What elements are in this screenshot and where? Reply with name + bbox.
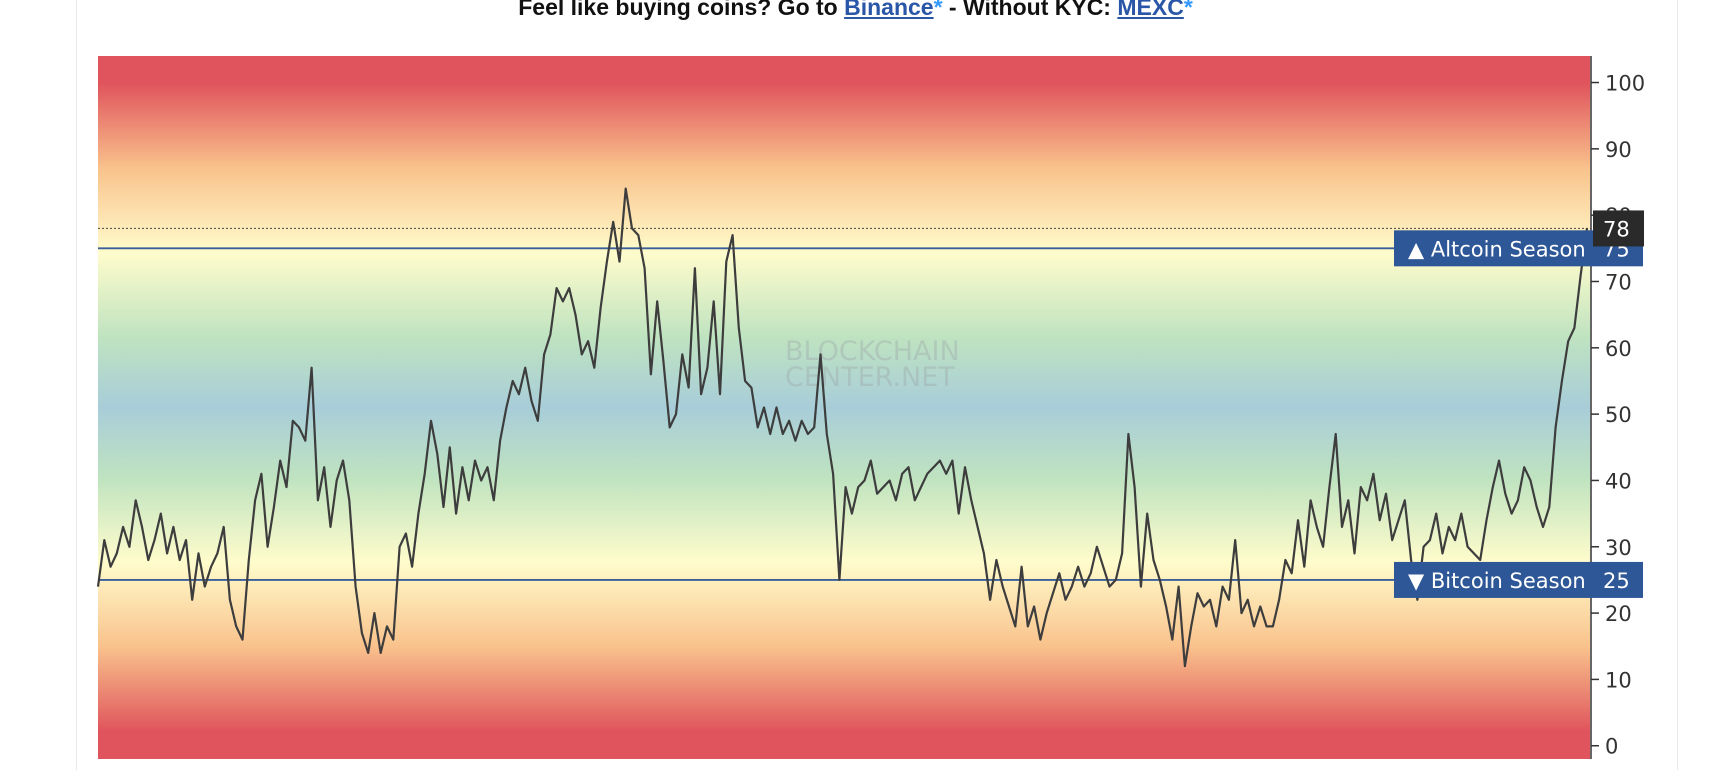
binance-star: * <box>933 0 943 20</box>
y-tick-label: 60 <box>1605 337 1632 361</box>
watermark-line1: BLOCKCHAIN <box>785 336 960 367</box>
watermark-line2: CENTER.NET <box>785 362 955 393</box>
threshold-tag-label: ▲ Altcoin Season <box>1408 237 1586 261</box>
y-tick-label: 50 <box>1605 403 1632 427</box>
y-tick-label: 100 <box>1605 72 1645 96</box>
plot-background <box>98 56 1590 759</box>
threshold-lines <box>98 247 1591 581</box>
y-tick-label: 70 <box>1605 270 1632 294</box>
y-tick-label: 30 <box>1605 536 1632 560</box>
current-value-label: 78 <box>1603 217 1630 241</box>
threshold-tag-label: ▼ Bitcoin Season <box>1408 569 1586 593</box>
series-line <box>96 187 1589 668</box>
y-tick-label: 40 <box>1605 469 1632 493</box>
y-tick-label: 20 <box>1605 602 1632 626</box>
y-axis-ticks: 0102030405060708090100 <box>1591 72 1645 759</box>
y-tick-label: 0 <box>1605 735 1618 759</box>
current-value-tag: 78 <box>1593 210 1644 247</box>
y-tick-label: 90 <box>1605 138 1632 162</box>
threshold-tag-bg <box>1394 561 1643 598</box>
current-value-tag-bg <box>1593 210 1644 247</box>
mexc-star: * <box>1183 0 1193 20</box>
mexc-link[interactable]: MEXC <box>1117 0 1184 20</box>
watermark: BLOCKCHAIN CENTER.NET <box>785 336 960 393</box>
threshold-tag-value: 25 <box>1603 569 1630 593</box>
promo-headline: Feel like buying coins? Go to Binance* -… <box>0 0 1711 21</box>
promo-middle: - Without KYC: <box>942 0 1118 20</box>
binance-link[interactable]: Binance <box>844 0 934 20</box>
promo-prefix: Feel like buying coins? Go to <box>518 0 845 20</box>
y-tick-label: 10 <box>1605 668 1632 692</box>
